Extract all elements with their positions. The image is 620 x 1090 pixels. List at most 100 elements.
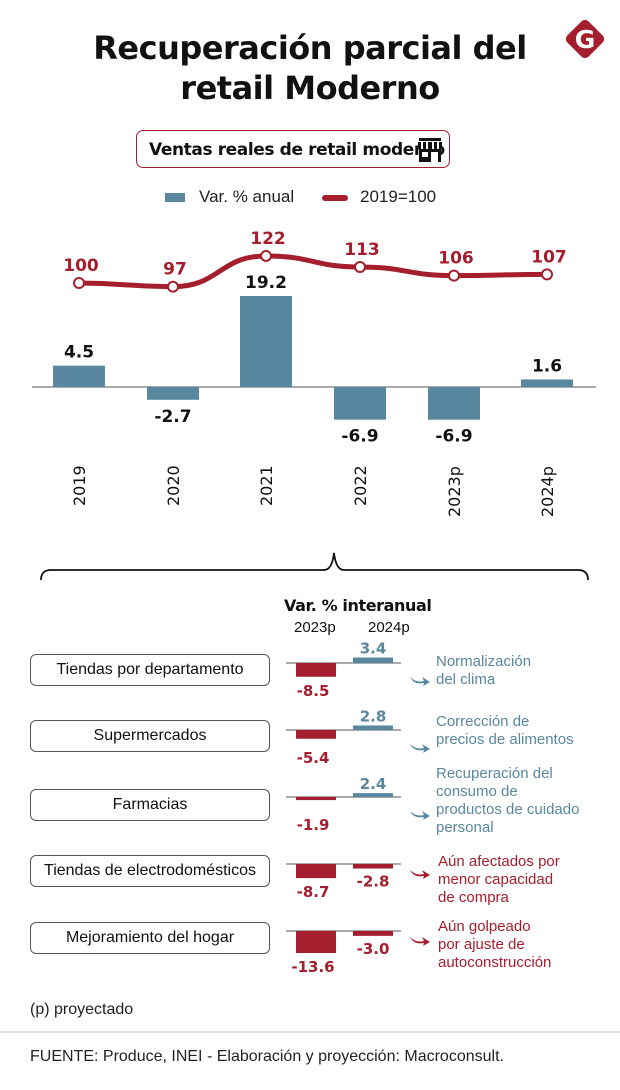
bar-label-2024p: 2.4: [360, 775, 387, 793]
sector-row-box: Supermercados: [30, 720, 270, 752]
bar-2024p: [521, 379, 573, 387]
x-tick-label: 2023p: [445, 466, 464, 517]
sector-row-box: Tiendas por departamento: [30, 654, 270, 686]
bar-2024p: [353, 793, 393, 797]
bar-data-label: 1.6: [532, 356, 562, 376]
main-chart: 4.5 -2.7 19.2 -6.9 -6.9 1.6 100 97 122 113 106 107 2…: [32, 229, 596, 517]
sector-note-line: Aún afectados por: [438, 853, 560, 870]
x-tick-label: 2024p: [538, 466, 557, 517]
bar-2024p: [353, 725, 393, 730]
index-line: [76, 253, 550, 290]
sector-note: Recuperación del consumo de productos de c…: [436, 765, 579, 837]
brand-logo-icon: G: [565, 19, 605, 59]
bar-data-label: 4.5: [64, 343, 94, 363]
index-point-2020: [167, 280, 179, 293]
bracket-divider: [40, 552, 589, 581]
sector-note: Normalización del clima: [436, 653, 531, 689]
index-data-label: 113: [344, 240, 380, 260]
sector-header: Var. % interanual: [284, 596, 432, 615]
bar-data-label: -2.7: [154, 407, 191, 427]
index-data-label: 106: [438, 249, 474, 269]
legend-swatch-bar: [165, 193, 185, 203]
bar-2020: [147, 387, 199, 400]
sector-note: Aún golpeado por ajuste de autoconstrucció…: [438, 918, 551, 972]
bar-data-label: -6.9: [435, 427, 472, 447]
legend-swatch-line: [322, 194, 348, 201]
index-data-label: 97: [163, 260, 187, 280]
index-point-2024p: [541, 268, 553, 281]
bar-label-2024p: 2.8: [360, 707, 387, 725]
bar-2022: [334, 387, 386, 420]
bar-label-2024p: -3.0: [357, 940, 390, 958]
sector-row-box: Tiendas de electrodomésticos: [30, 855, 270, 887]
arrow-icon: [410, 677, 430, 686]
logo-letter: G: [575, 25, 596, 54]
bar-label-2023p: -8.5: [297, 682, 330, 700]
bar-2023p: [296, 931, 336, 954]
sector-note-line: de compra: [438, 889, 509, 906]
x-tick-label: 2020: [164, 465, 183, 506]
projection-note: (p) proyectado: [30, 1001, 134, 1018]
title-line-2: retail Moderno: [180, 69, 440, 107]
x-tick-label: 2022: [351, 465, 370, 506]
sector-note-line: precios de alimentos: [436, 731, 574, 748]
col-header-2024p: 2024p: [368, 619, 410, 636]
arrow-icon: [410, 870, 430, 879]
sector-row-box: Mejoramiento del hogar: [30, 922, 270, 954]
bar-data-label: 19.2: [245, 273, 287, 293]
bar-label-2024p: -2.8: [357, 873, 390, 891]
sector-note-line: Recuperación del: [436, 765, 553, 782]
sector-note-line: del clima: [436, 671, 496, 688]
legend-label-line: 2019=100: [360, 187, 437, 206]
bar-2023p: [296, 730, 336, 739]
index-data-label: 100: [63, 256, 99, 276]
bar-2023p: [296, 797, 336, 801]
bar-2024p: [353, 864, 393, 869]
bar-2019: [53, 365, 105, 387]
bar-2024p: [353, 931, 393, 936]
sector-note-line: productos de cuidado: [436, 801, 580, 818]
x-tick-label: 2019: [70, 465, 89, 506]
legend-item-line: 2019=100: [322, 187, 436, 211]
bar-2023p: [428, 387, 480, 420]
title-line-1: Recuperación parcial del: [93, 29, 527, 67]
bar-2023p: [296, 663, 336, 677]
sector-row-box: Farmacias: [30, 789, 270, 821]
index-point-2022: [354, 261, 366, 274]
bar-label-2024p: 3.4: [360, 639, 387, 657]
footer-divider: [0, 1031, 620, 1033]
index-point-2021: [260, 249, 272, 262]
index-data-label: 122: [250, 229, 286, 249]
sector-note-line: Corrección de: [436, 713, 530, 730]
sector-note-line: por ajuste de: [438, 936, 525, 953]
sector-note-line: Aún golpeado: [438, 918, 531, 935]
page-title: Recuperación parcial del retail Moderno: [0, 28, 620, 108]
subtitle-box: Ventas reales de retail moderno: [136, 130, 450, 168]
index-data-label: 107: [531, 247, 567, 267]
bar-label-2023p: -8.7: [297, 883, 330, 901]
index-point-2023p: [448, 269, 460, 282]
sector-note-line: Normalización: [436, 653, 532, 670]
store-icon: [418, 138, 442, 162]
arrow-icon: [410, 744, 430, 753]
index-point-2019: [73, 277, 85, 289]
bar-label-2023p: -1.9: [297, 816, 330, 834]
sector-note: Corrección de precios de alimentos: [436, 713, 574, 749]
sector-note-line: menor capacidad: [438, 871, 554, 888]
bar-2021: [240, 295, 292, 387]
legend-label-bar: Var. % anual: [199, 187, 295, 206]
arrow-icon: [410, 937, 430, 946]
sector-note-line: autoconstrucción: [438, 954, 552, 971]
source-note: FUENTE: Produce, INEI - Elaboración y pr…: [30, 1048, 504, 1065]
legend-item-bar: Var. % anual: [165, 187, 294, 211]
bar-data-label: -6.9: [341, 427, 378, 447]
x-tick-label: 2021: [257, 465, 276, 506]
sector-note-line: consumo de: [436, 783, 518, 800]
bar-label-2023p: -13.6: [291, 958, 334, 976]
col-header-2023p: 2023p: [294, 619, 336, 636]
arrow-icon: [410, 811, 430, 820]
bar-2023p: [296, 864, 336, 879]
chart-subtitle: Ventas reales de retail moderno: [149, 140, 445, 160]
bar-label-2023p: -5.4: [297, 749, 330, 767]
sector-note-line: personal: [436, 819, 494, 836]
